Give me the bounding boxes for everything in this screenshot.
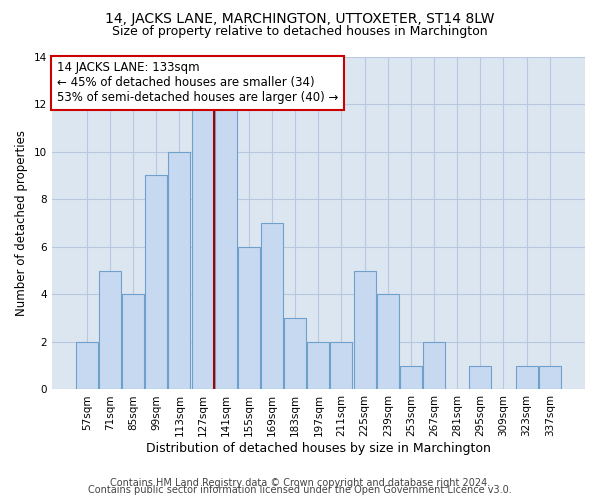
Bar [539,366,561,390]
Bar [377,294,399,390]
Bar [169,152,190,390]
Bar [331,342,352,390]
Bar [307,342,329,390]
Text: Contains HM Land Registry data © Crown copyright and database right 2024.: Contains HM Land Registry data © Crown c… [110,478,490,488]
X-axis label: Distribution of detached houses by size in Marchington: Distribution of detached houses by size … [146,442,491,455]
Bar [99,270,121,390]
Bar [122,294,144,390]
Bar [238,247,260,390]
Text: 14, JACKS LANE, MARCHINGTON, UTTOXETER, ST14 8LW: 14, JACKS LANE, MARCHINGTON, UTTOXETER, … [105,12,495,26]
Bar [261,223,283,390]
Text: 14 JACKS LANE: 133sqm
← 45% of detached houses are smaller (34)
53% of semi-deta: 14 JACKS LANE: 133sqm ← 45% of detached … [57,62,338,104]
Bar [145,176,167,390]
Bar [353,270,376,390]
Text: Size of property relative to detached houses in Marchington: Size of property relative to detached ho… [112,25,488,38]
Bar [515,366,538,390]
Bar [469,366,491,390]
Bar [215,104,237,390]
Bar [423,342,445,390]
Bar [400,366,422,390]
Bar [191,104,214,390]
Text: Contains public sector information licensed under the Open Government Licence v3: Contains public sector information licen… [88,485,512,495]
Bar [76,342,98,390]
Y-axis label: Number of detached properties: Number of detached properties [15,130,28,316]
Bar [284,318,306,390]
